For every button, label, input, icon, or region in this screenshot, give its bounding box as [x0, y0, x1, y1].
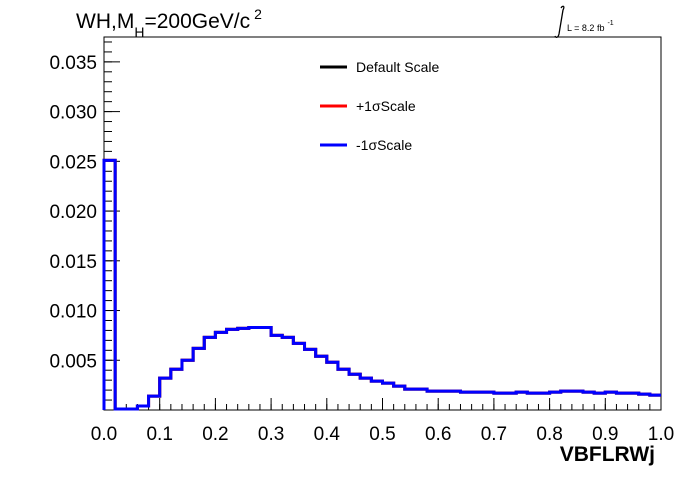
x-axis-label: VBFLRWj	[560, 443, 655, 466]
chart-title-sup: 2	[254, 6, 262, 22]
x-tick-label: 0.7	[481, 424, 507, 445]
y-tick-label: 0.030	[49, 103, 97, 124]
series-line-0	[102, 158, 661, 411]
x-axis: 0.0 0.1 0.2 0.3 0.4 0.5 0.6 0.7 0.8 0.9 1.0	[91, 398, 674, 445]
y-tick-label: 0.020	[49, 202, 97, 223]
luminosity-sup: -1	[607, 20, 613, 27]
chart-title-sub: H	[134, 24, 144, 40]
luminosity-label: L = 8.2 fb -1	[567, 20, 614, 33]
x-tick-label: 0.4	[314, 424, 341, 445]
series-layer	[102, 158, 661, 411]
luminosity-annotation: L = 8.2 fb -1	[554, 5, 614, 38]
x-tick-label: 0.3	[258, 424, 284, 445]
y-tick-label: 0.035	[49, 53, 97, 74]
legend-label: Default Scale	[356, 59, 439, 75]
x-tick-label: 0.5	[369, 424, 395, 445]
chart-title-main: WH,M	[76, 10, 134, 33]
x-tick-label: 0.1	[146, 424, 172, 445]
y-tick-label: 0.025	[49, 152, 97, 173]
chart-title-rest: =200GeV/c	[144, 10, 250, 33]
legend-label: -1σScale	[356, 137, 412, 153]
legend: Default Scale +1σScale -1σScale	[320, 59, 439, 153]
x-tick-label: 0.9	[592, 424, 618, 445]
y-axis: 0.005 0.010 0.015 0.020 0.025 0.030 0.035	[49, 41, 120, 411]
y-tick-label: 0.005	[49, 351, 97, 372]
y-tick-label: 0.015	[49, 252, 97, 273]
x-tick-label: 0.2	[202, 424, 228, 445]
x-tick-label: 1.0	[648, 424, 674, 445]
integral-sign-icon	[554, 5, 565, 38]
x-tick-label: 0.0	[91, 424, 117, 445]
luminosity-text: L = 8.2 fb	[567, 23, 604, 33]
y-tick-label: 0.010	[49, 302, 97, 323]
x-tick-label: 0.6	[425, 424, 451, 445]
legend-label: +1σScale	[356, 98, 416, 114]
chart-title: WH,MH=200GeV/c 2	[76, 6, 262, 40]
x-tick-label: 0.8	[536, 424, 562, 445]
plot-frame	[103, 36, 662, 411]
series-line-2	[102, 158, 661, 411]
series-line-1	[102, 158, 661, 411]
